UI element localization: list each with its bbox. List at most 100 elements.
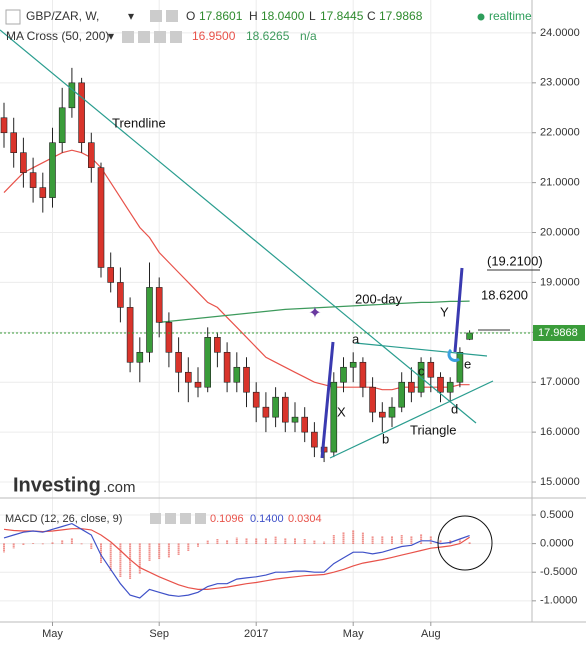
triangle-upper xyxy=(354,342,488,357)
candle-body xyxy=(262,406,270,418)
annotation: a xyxy=(352,331,360,346)
candle-body xyxy=(39,187,47,198)
dropdown[interactable]: ▾ xyxy=(128,9,134,23)
annotation: e xyxy=(464,356,471,371)
last-price-label: 17.9868 xyxy=(538,327,578,339)
close-icon[interactable] xyxy=(180,513,191,524)
x-tick-label: 2017 xyxy=(244,628,268,640)
candle-body xyxy=(214,337,221,353)
annotation: 18.6200 xyxy=(481,287,528,302)
candle-body xyxy=(311,431,318,448)
macd-line xyxy=(3,522,470,599)
candle-body xyxy=(136,351,144,363)
candle-body xyxy=(175,351,182,373)
candle-body xyxy=(369,386,376,413)
candle-body xyxy=(437,376,444,393)
y-tick-label: -0.5000 xyxy=(540,566,577,578)
candle-body xyxy=(398,381,406,408)
ma-fast-value: 16.9500 xyxy=(192,29,236,43)
x-tick-label: Aug xyxy=(421,628,441,640)
candle-body xyxy=(252,391,260,408)
ma-cross-value: n/a xyxy=(300,29,317,43)
x-tick-label: Sep xyxy=(149,628,169,640)
candle-body xyxy=(388,406,396,418)
wave-leg xyxy=(320,341,335,459)
moving-average xyxy=(159,300,470,323)
cross-marker: ✦ xyxy=(308,305,321,322)
plot xyxy=(0,67,532,599)
y-tick-label: 17.0000 xyxy=(540,376,580,388)
candle-body xyxy=(185,371,192,383)
candle-body xyxy=(78,82,85,144)
candle-body xyxy=(107,267,114,283)
visibility-icon[interactable] xyxy=(150,513,161,524)
candle-body xyxy=(456,351,464,383)
annotation: d xyxy=(451,401,458,416)
last-price-box xyxy=(533,324,585,341)
candle-body xyxy=(58,107,66,144)
status: realtime xyxy=(489,9,532,23)
moving-average xyxy=(3,149,470,391)
logo-suffix: .com xyxy=(103,479,136,496)
more-icon[interactable] xyxy=(170,31,182,43)
annotation: Trendline xyxy=(112,115,166,130)
close-icon[interactable] xyxy=(166,10,178,22)
y-tick-label: 16.0000 xyxy=(540,426,580,438)
y-tick-label: 24.0000 xyxy=(540,27,580,39)
candle-body xyxy=(378,411,386,418)
annotation: c xyxy=(418,363,425,378)
close-icon[interactable] xyxy=(154,31,166,43)
candle-body xyxy=(0,117,8,134)
symbol: GBP/ZAR, W, xyxy=(26,9,99,23)
candle-body xyxy=(301,416,309,433)
annotation: Y xyxy=(440,304,449,319)
candle-body xyxy=(204,337,211,388)
candle-body xyxy=(29,172,37,188)
candle-body xyxy=(68,82,76,109)
candle-body xyxy=(20,152,27,173)
candle-body xyxy=(49,142,56,198)
wave-mark xyxy=(447,348,460,362)
visibility-icon[interactable] xyxy=(122,31,134,43)
ma-slow-value: 18.6265 xyxy=(246,29,290,43)
candle-body xyxy=(408,381,415,393)
annotation: Triangle xyxy=(410,422,456,437)
settings-icon[interactable] xyxy=(150,10,162,22)
annotation: 200-day xyxy=(355,291,402,306)
grid xyxy=(0,0,532,622)
settings-icon[interactable] xyxy=(165,513,176,524)
high-label: H xyxy=(249,9,258,23)
y-tick-label: 22.0000 xyxy=(540,127,580,139)
high-value: 18.0400 xyxy=(261,9,305,23)
candle-body xyxy=(223,351,231,383)
candle-body xyxy=(126,307,134,363)
annotation: X xyxy=(337,404,346,419)
y-tick-label: 15.0000 xyxy=(540,476,580,488)
candle-body xyxy=(427,361,435,378)
status-dot xyxy=(477,13,485,21)
x-tick-label: May xyxy=(42,628,63,640)
candle-body xyxy=(97,167,105,268)
low-value: 17.8445 xyxy=(320,9,364,23)
candle-body xyxy=(349,361,357,368)
annotation: b xyxy=(382,431,389,446)
close-value: 17.9868 xyxy=(379,9,423,23)
candle-body xyxy=(117,282,124,308)
candle-body xyxy=(165,322,173,353)
collapse-icon[interactable] xyxy=(5,9,21,25)
x-tick-label: May xyxy=(343,628,364,640)
candle-body xyxy=(466,332,473,340)
highlight-circle xyxy=(437,515,493,571)
candle-body xyxy=(146,287,153,353)
settings-icon[interactable] xyxy=(138,31,150,43)
dropdown[interactable]: ▾ xyxy=(108,29,114,43)
low-label: L xyxy=(309,9,316,23)
open-label: O xyxy=(186,9,195,23)
y-tick-label: 23.0000 xyxy=(540,77,580,89)
more-icon[interactable] xyxy=(195,513,206,524)
y-tick-label: 21.0000 xyxy=(540,177,580,189)
macd-signal-value: 0.1096 xyxy=(210,513,244,525)
